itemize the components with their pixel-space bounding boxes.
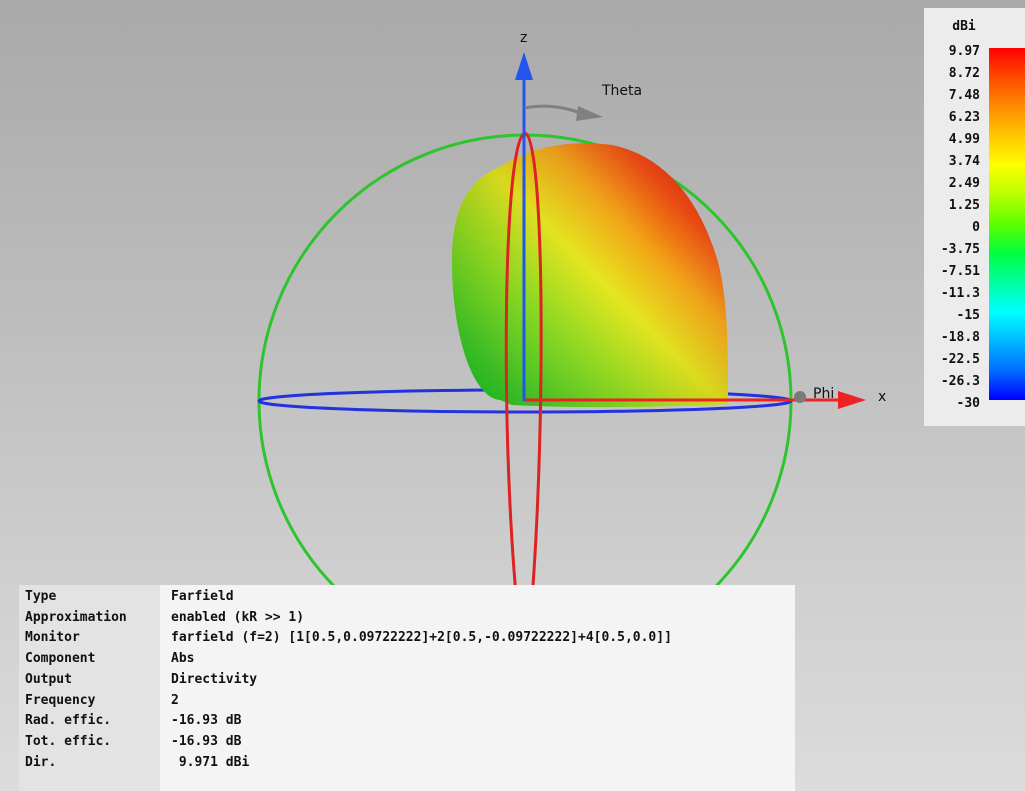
theta-label: Theta (601, 83, 642, 99)
z-axis-arrowhead (515, 52, 533, 80)
info-key: Dir. (25, 754, 57, 770)
x-axis-arrowhead (838, 391, 866, 409)
theta-arrowhead (576, 106, 603, 121)
info-key: Monitor (25, 630, 80, 646)
z-axis-label: z (520, 30, 527, 46)
phi-label: Phi (813, 386, 834, 402)
legend-tick-label: -15 (956, 308, 980, 323)
info-value: 2 (171, 692, 179, 708)
legend-tick-label: -11.3 (940, 286, 980, 301)
legend-tick-label: 1.25 (948, 198, 980, 213)
info-value: enabled (kR >> 1) (171, 609, 305, 625)
legend-tick-label: 0 (972, 220, 980, 235)
legend-tick-label: 6.23 (948, 110, 980, 125)
radiation-lobe-shade (452, 143, 728, 408)
legend-color-bar (989, 48, 1025, 400)
x-axis-label: x (878, 389, 886, 405)
info-key: Component (25, 651, 96, 667)
legend-tick-label: 7.48 (948, 88, 980, 103)
legend-unit: dBi (952, 19, 976, 34)
legend-tick-label: -26.3 (940, 374, 980, 389)
legend-tick-label: 3.74 (948, 154, 980, 169)
info-value: farfield (f=2) [1[0.5,0.09722222]+2[0.5,… (171, 630, 672, 646)
legend-tick-label: 4.99 (948, 132, 980, 147)
legend-tick-label: -3.75 (940, 242, 980, 257)
legend-tick-label: -7.51 (940, 264, 980, 279)
info-key: Type (25, 589, 57, 604)
farfield-info-key-column (19, 585, 160, 791)
legend-tick-label: -18.8 (940, 330, 980, 345)
legend-tick-label: 9.97 (948, 44, 980, 59)
theta-arc (524, 104, 581, 115)
phi-marker (794, 391, 806, 403)
info-key: Approximation (25, 609, 127, 625)
info-value: -16.93 dB (171, 733, 242, 749)
info-value: Abs (171, 651, 195, 667)
info-value: -16.93 dB (171, 713, 242, 729)
info-key: Rad. effic. (25, 713, 112, 729)
info-value: Directivity (171, 671, 258, 687)
legend-tick-label: -30 (956, 396, 980, 411)
legend-tick-label: 8.72 (948, 66, 980, 81)
info-key: Frequency (25, 692, 96, 708)
legend-gradient (989, 48, 1025, 400)
info-value: Farfield (171, 589, 234, 604)
info-key: Output (25, 671, 72, 687)
legend-tick-label: 2.49 (948, 176, 980, 191)
info-key: Tot. effic. (25, 733, 112, 749)
legend-tick-label: -22.5 (940, 352, 980, 367)
info-value: 9.971 dBi (171, 754, 250, 770)
